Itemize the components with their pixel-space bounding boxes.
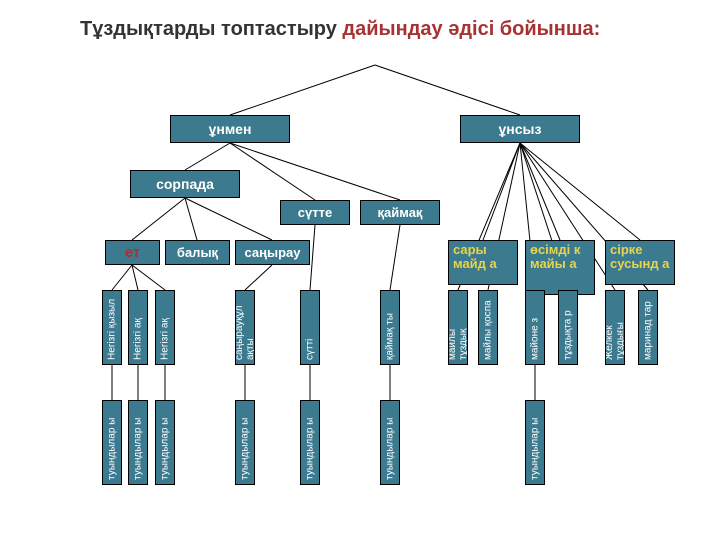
node-et: ет — [105, 240, 160, 265]
page-title: Тұздықтарды топтастыру дайындау әдісі бо… — [80, 18, 600, 41]
node-v4: саңырауқұл ақты — [235, 290, 255, 365]
node-sutte: сүтте — [280, 200, 350, 225]
node-sanyrau: саңырау — [235, 240, 310, 265]
node-t1: туындылар ы — [102, 400, 122, 485]
node-sorpada: сорпада — [130, 170, 240, 198]
title-part1: Тұздықтарды топтастыру — [80, 18, 342, 40]
node-t5: туындылар ы — [300, 400, 320, 485]
node-sarymay: сары майд а — [448, 240, 518, 285]
node-v9: майоне з — [525, 290, 545, 365]
node-osimdik: өсімді к майы а — [525, 240, 595, 295]
node-v7: майлы тұздық — [448, 290, 468, 365]
node-v6: қаймақ ты — [380, 290, 400, 365]
node-balyk: балық — [165, 240, 230, 265]
node-kaimak: қаймақ — [360, 200, 440, 225]
node-v10: тұздықта р — [558, 290, 578, 365]
node-unmen: ұнмен — [170, 115, 290, 143]
node-t2: туындылар ы — [128, 400, 148, 485]
title-part2: дайындау әдісі бойынша: — [342, 18, 600, 40]
node-v5: сүтті — [300, 290, 320, 365]
node-v2: Негізгі ақ — [128, 290, 148, 365]
node-unsyz: ұнсыз — [460, 115, 580, 143]
node-sirke: сірке сусынд а — [605, 240, 675, 285]
node-v1: Негізгі қызыл — [102, 290, 122, 365]
node-v11: Желкек тұздығы — [605, 290, 625, 365]
node-t3: туындылар ы — [155, 400, 175, 485]
node-v3: Негізгі ақ — [155, 290, 175, 365]
node-t4: туындылар ы — [235, 400, 255, 485]
node-v12: маринад тар — [638, 290, 658, 365]
node-t7: туындылар ы — [525, 400, 545, 485]
node-t6: туындылар ы — [380, 400, 400, 485]
node-v8: майлы қоспа — [478, 290, 498, 365]
